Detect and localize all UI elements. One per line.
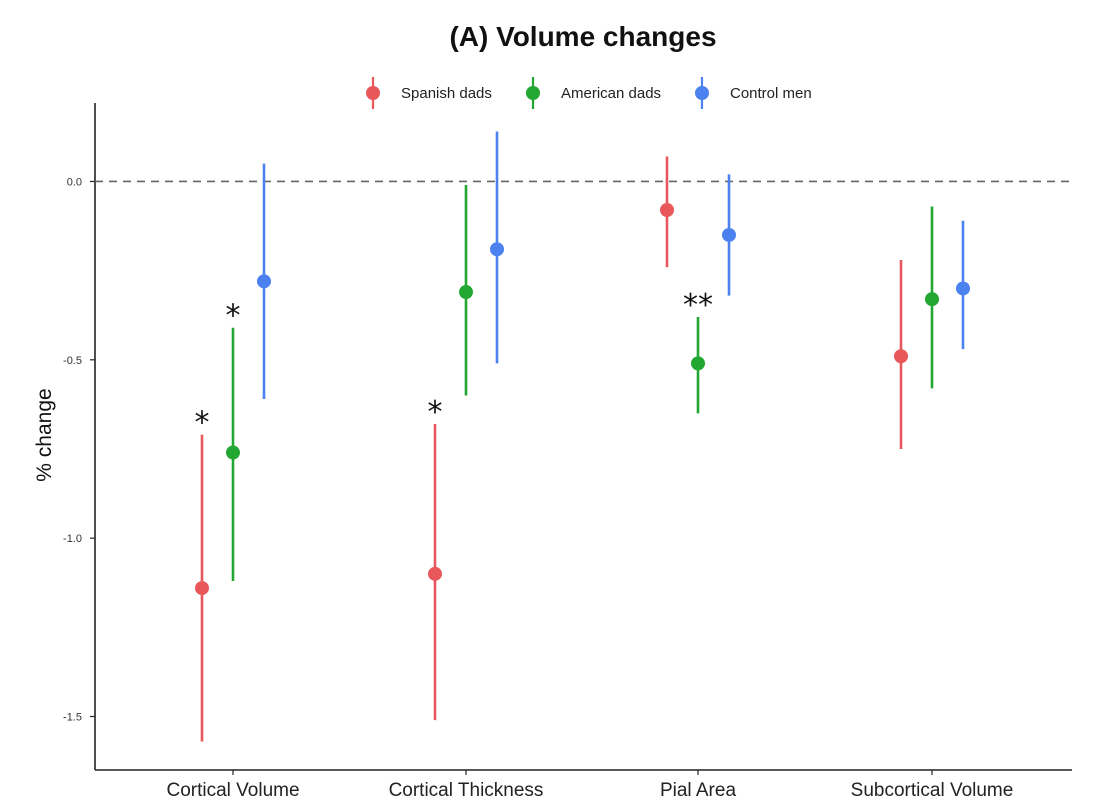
x-tick-label: Cortical Thickness: [389, 780, 544, 801]
y-tick-label: -1.5: [63, 711, 82, 723]
legend-key-point: [366, 86, 380, 100]
x-tick-label: Subcortical Volume: [851, 780, 1014, 801]
data-point: [226, 445, 240, 460]
legend-key-point: [526, 86, 540, 100]
significance-annotation: *: [226, 299, 241, 334]
legend-label: Spanish dads: [401, 85, 492, 102]
data-point: [257, 274, 271, 289]
x-tick-label: Cortical Volume: [166, 780, 299, 801]
legend-key-point: [695, 86, 709, 100]
legend: Spanish dads American dads Control men: [366, 77, 812, 109]
significance-annotation: **: [683, 288, 713, 323]
plot-area: *****: [95, 131, 1072, 742]
y-tick-label: -0.5: [63, 355, 82, 367]
data-point: [459, 285, 473, 300]
x-tick-label: Pial Area: [660, 780, 736, 801]
data-point: [195, 581, 209, 596]
data-point: [956, 281, 970, 296]
data-point: [722, 227, 736, 242]
data-point: [660, 203, 674, 218]
legend-label: Control men: [730, 85, 812, 102]
y-tick-label: 0.0: [67, 176, 82, 188]
data-point: [925, 292, 939, 307]
significance-annotation: *: [428, 395, 443, 430]
significance-annotation: *: [195, 406, 210, 441]
data-point: [428, 566, 442, 581]
legend-label: American dads: [561, 85, 661, 102]
chart-title: (A) Volume changes: [449, 21, 716, 52]
y-axis-title: % change: [33, 388, 56, 481]
data-point: [894, 349, 908, 364]
data-point: [490, 242, 504, 257]
y-tick-label: -1.0: [63, 533, 82, 545]
data-point: [691, 356, 705, 371]
axes: 0.0 -0.5 -1.0 -1.5 Cortical Volume Cortical T…: [63, 103, 1072, 801]
